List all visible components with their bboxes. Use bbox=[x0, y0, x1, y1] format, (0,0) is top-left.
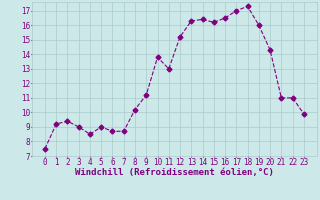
X-axis label: Windchill (Refroidissement éolien,°C): Windchill (Refroidissement éolien,°C) bbox=[75, 168, 274, 177]
